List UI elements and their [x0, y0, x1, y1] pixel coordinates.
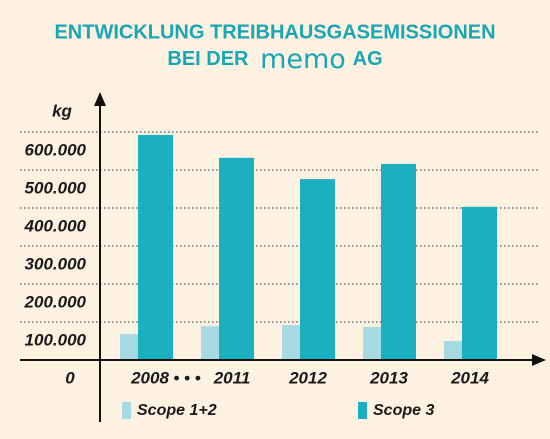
bar: [444, 341, 462, 360]
chart-title: ENTWICKLUNG TREIBHAUSGASEMISSIONEN: [54, 21, 495, 43]
x-tick-label: 2013: [369, 368, 408, 387]
title-suffix: AG: [353, 48, 383, 70]
y-axis-arrow: [94, 92, 106, 106]
bar: [381, 163, 416, 360]
chart-title-line2: BEI DER memo AG: [167, 44, 382, 75]
y-tick-label: 500.000: [25, 178, 87, 197]
legend-swatch: [122, 402, 131, 419]
x-tick-label: 2011: [213, 368, 251, 387]
y-tick-label: 200.000: [24, 292, 87, 311]
bar: [219, 157, 254, 360]
y-tick-label: 600.000: [25, 140, 87, 159]
y-tick-label: 100.000: [25, 330, 87, 349]
title-brand: memo: [260, 44, 346, 75]
bar: [282, 325, 300, 360]
bar: [120, 334, 138, 360]
legend-label: Scope 1+2: [137, 402, 217, 419]
y-tick-label: 0: [65, 368, 75, 387]
bar: [138, 135, 173, 360]
bar: [462, 206, 497, 360]
x-axis-arrow: [532, 354, 546, 366]
x-tick-label: 2012: [288, 368, 327, 387]
legend-label: Scope 3: [373, 402, 434, 419]
category-gap-marker: • • •: [173, 368, 200, 387]
bar: [300, 179, 335, 360]
legend-swatch: [358, 402, 367, 419]
x-tick-label: 2014: [450, 368, 489, 387]
y-tick-label: 400.000: [24, 216, 87, 235]
x-tick-label: 2008: [130, 368, 169, 387]
bar: [363, 326, 381, 360]
y-tick-label: 300.000: [25, 254, 87, 273]
title-prefix: BEI DER: [167, 48, 249, 70]
bar: [201, 326, 219, 360]
y-axis-label: kg: [52, 101, 72, 120]
